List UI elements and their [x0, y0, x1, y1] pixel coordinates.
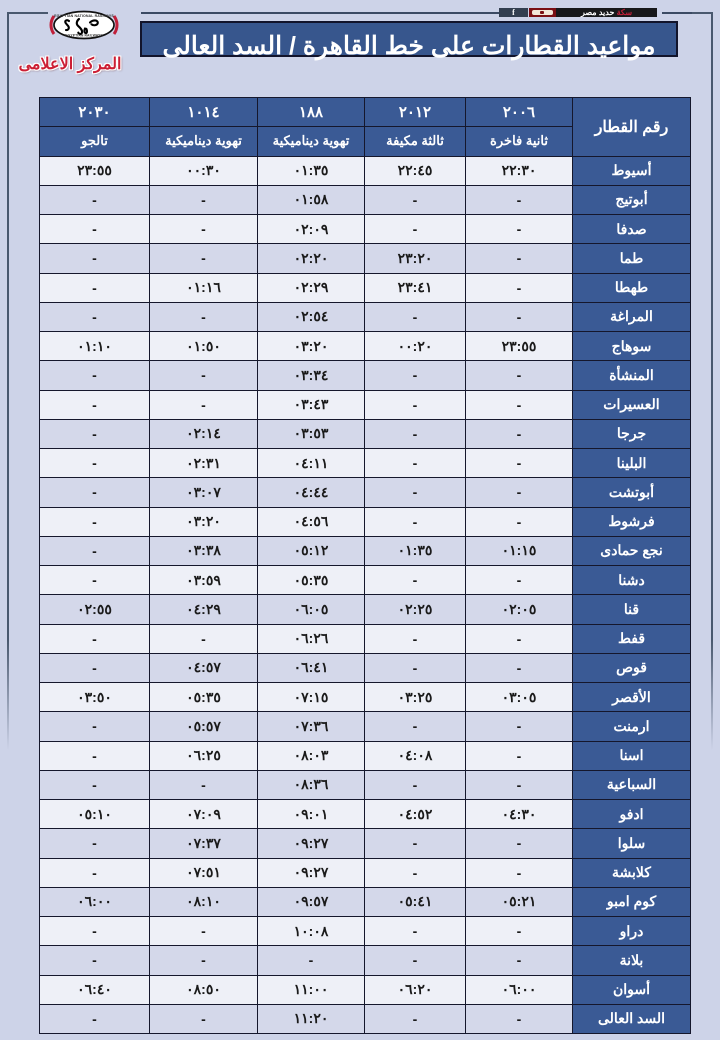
svg-text:EGYPTIAN RAILWAYS: EGYPTIAN RAILWAYS	[65, 34, 103, 38]
svg-text:EGYPTIAN NATIONAL RAILWAYS: EGYPTIAN NATIONAL RAILWAYS	[54, 14, 114, 18]
